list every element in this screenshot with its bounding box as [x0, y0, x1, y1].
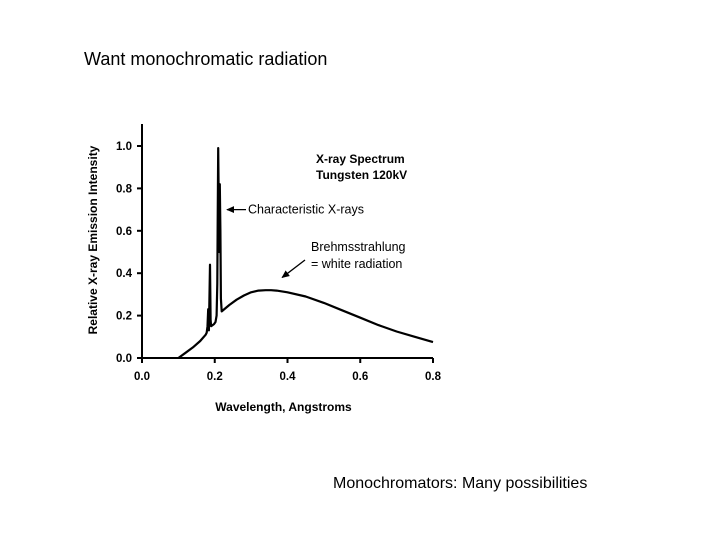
x-tick-label: 0.8 — [425, 371, 442, 383]
annotation-brehmsstrahlung: Brehmsstrahlung = white radiation — [311, 240, 406, 271]
spectrum-series-line — [177, 147, 434, 359]
x-axis-label: Wavelength, Angstroms — [215, 400, 352, 414]
y-tick-label: 0.6 — [116, 226, 132, 238]
y-tick-label: 0.0 — [116, 353, 132, 365]
annotation-line: Brehmsstrahlung — [311, 240, 406, 254]
annotation-line: = white radiation — [311, 257, 402, 271]
x-tick-label: 0.6 — [352, 371, 368, 383]
x-tick-label: 0.4 — [280, 371, 297, 383]
slide-caption: Monochromators: Many possibilities — [333, 475, 588, 492]
chart-title-line: Tungsten 120kV — [316, 168, 407, 182]
y-tick-label: 0.8 — [116, 183, 133, 195]
x-tick-label: 0.2 — [207, 371, 223, 383]
y-tick-label: 0.4 — [116, 268, 133, 280]
x-tick-label: 0.0 — [134, 371, 150, 383]
chart-title-line: X-ray Spectrum — [316, 152, 405, 166]
y-axis-label: Relative X-ray Emission Intensity — [86, 145, 100, 334]
y-tick-label: 1.0 — [116, 141, 132, 153]
annotation-arrow — [281, 259, 306, 279]
chart-title: X-ray Spectrum Tungsten 120kV — [316, 152, 407, 182]
y-tick-label: 0.2 — [116, 311, 132, 323]
annotation-characteristic-x-rays: Characteristic X-rays — [248, 203, 364, 217]
slide-title: Want monochromatic radiation — [84, 49, 328, 69]
